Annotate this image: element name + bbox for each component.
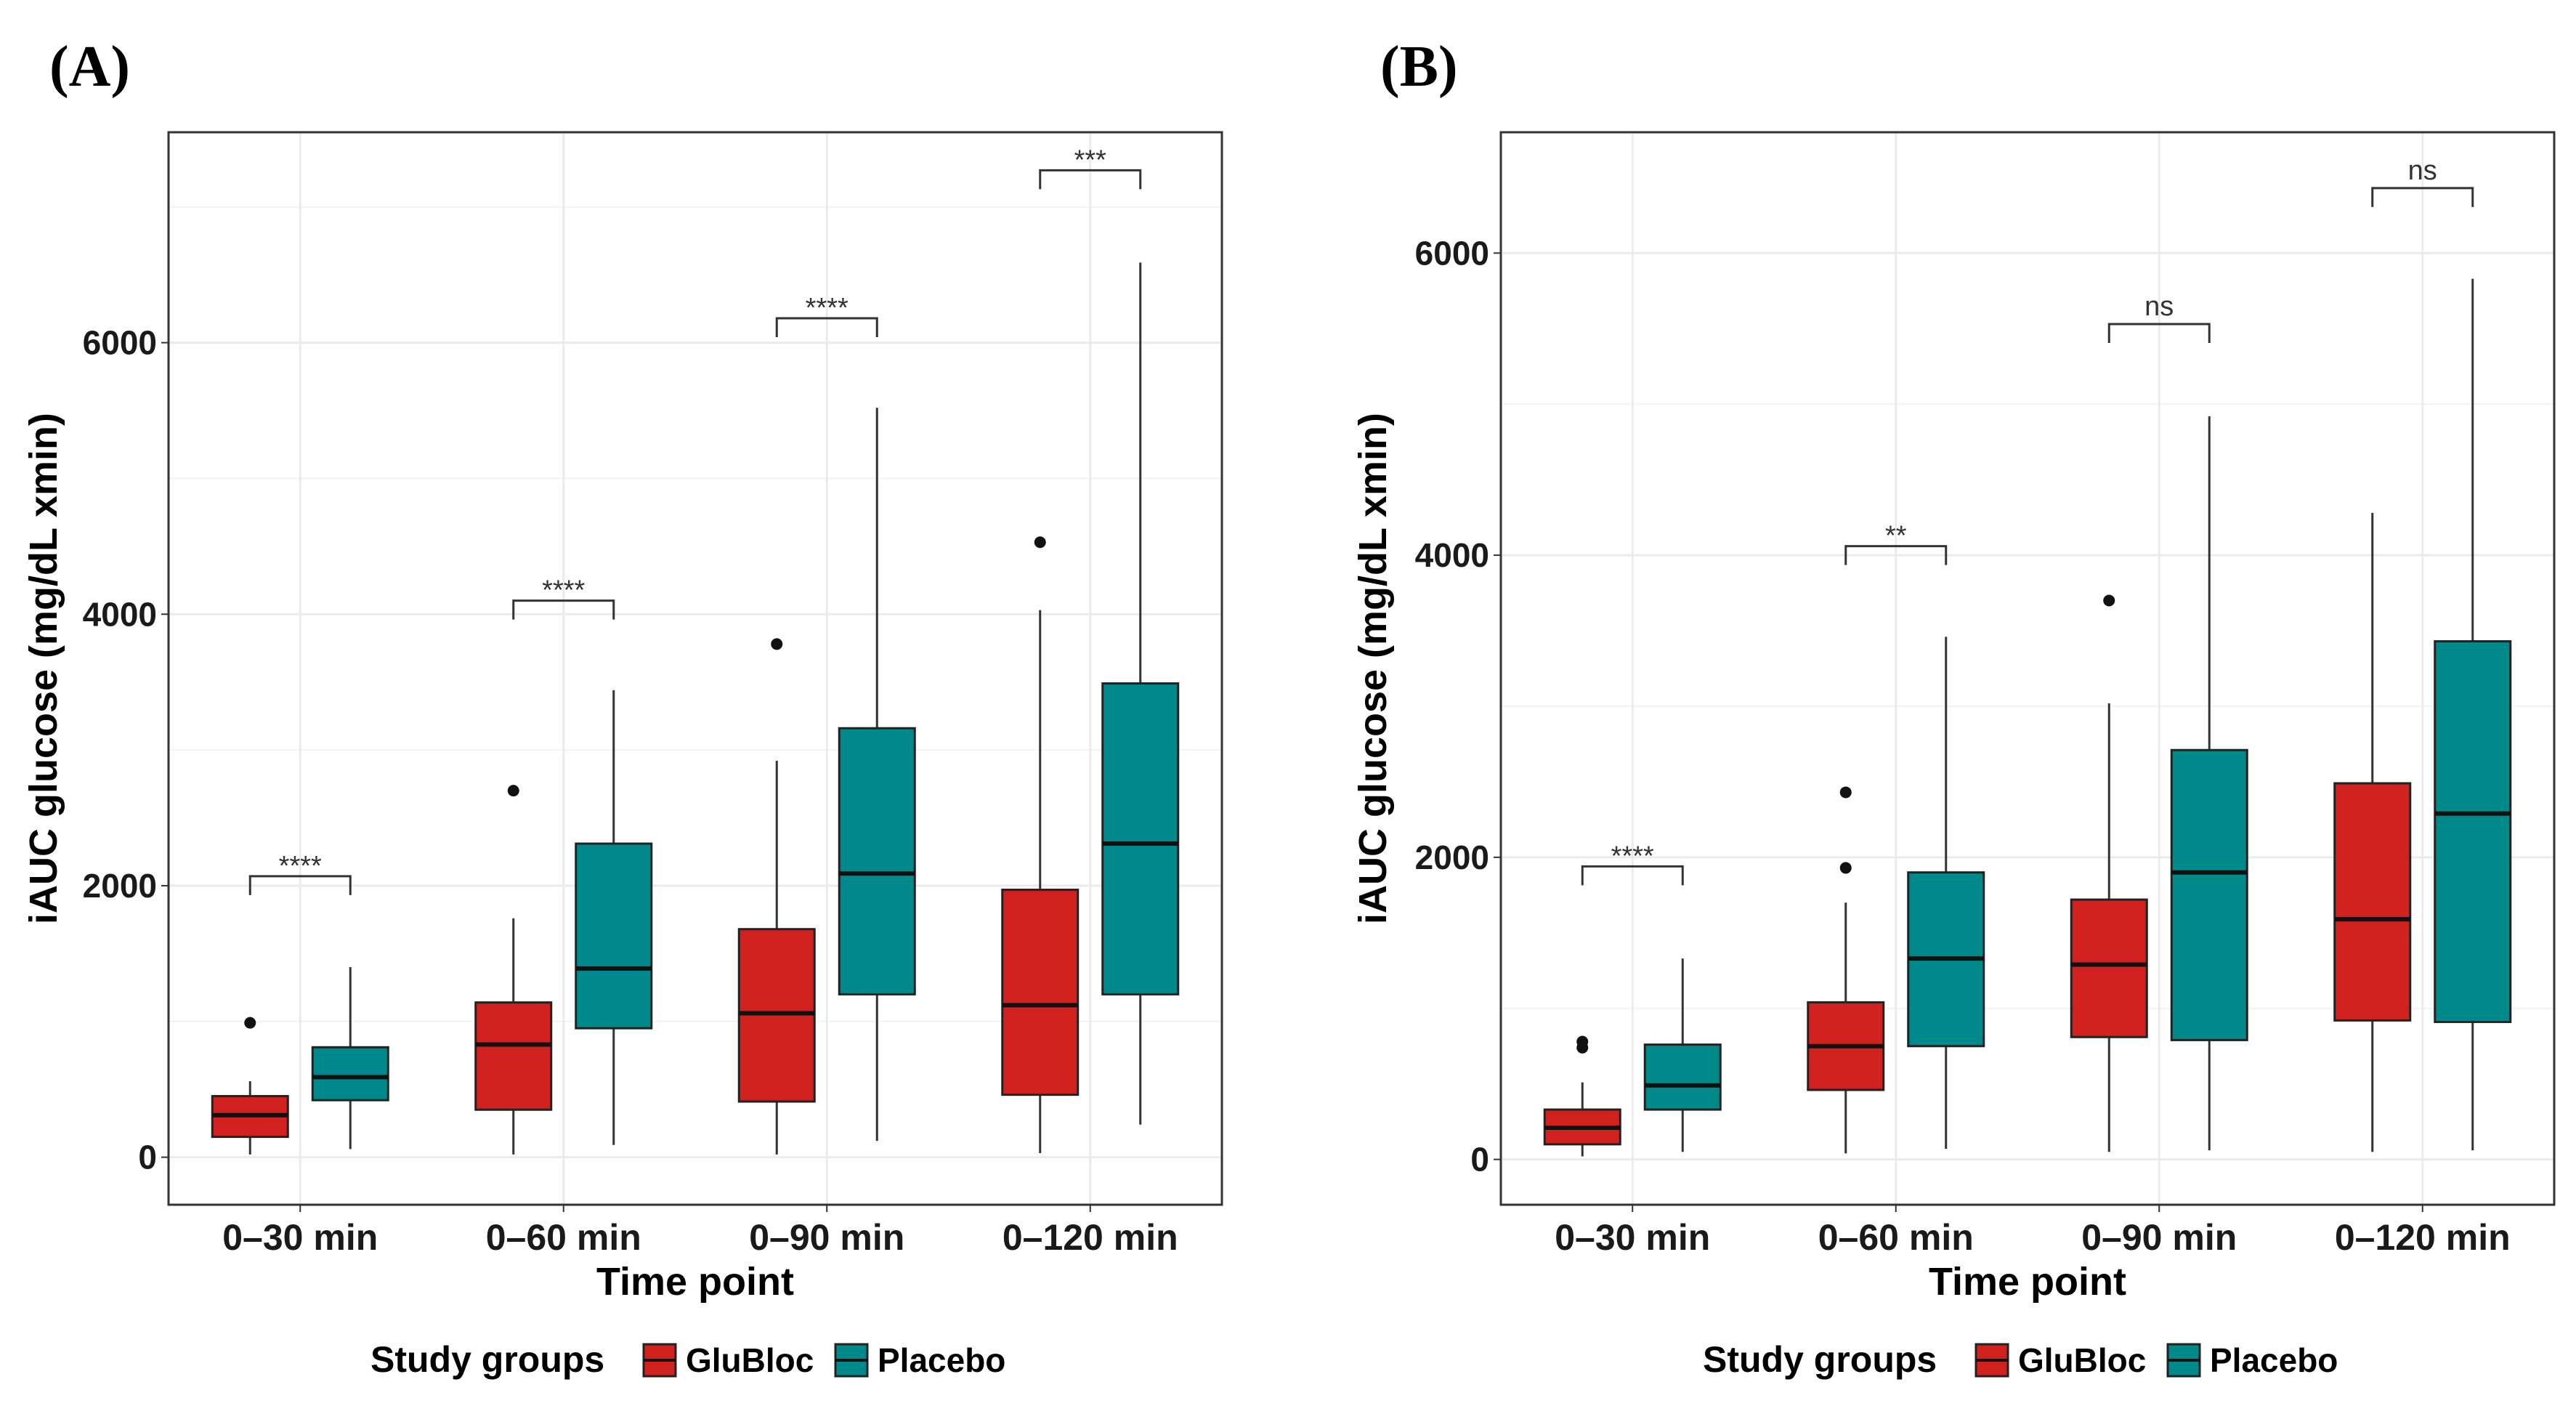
significance-bracket-3: ns [2107, 291, 2211, 344]
outlier-point [771, 638, 783, 650]
outlier-point [2103, 594, 2115, 607]
box-iqr [1101, 682, 1180, 995]
box-iqr [838, 727, 916, 995]
box-iqr [2170, 748, 2248, 1041]
significance-bracket-2: ** [1844, 521, 1948, 565]
boxplot-placebo-4 [2434, 278, 2512, 1151]
outlier-point [507, 785, 519, 797]
boxplot-placebo-1 [1643, 958, 1722, 1152]
legend-title: Study groups [370, 1339, 604, 1380]
significance-bracket-4: ns [2371, 155, 2474, 207]
x-tick-label: 0–60 min [1818, 1217, 1974, 1258]
significance-label: **** [279, 851, 322, 881]
y-tick-label: 2000 [1415, 839, 1489, 876]
x-tick-label: 0–30 min [222, 1217, 378, 1258]
y-tick-label: 4000 [83, 595, 157, 633]
x-tick-label: 0–60 min [486, 1217, 641, 1258]
boxplot-glubloc-3 [2070, 594, 2148, 1152]
outlier-point [1576, 1035, 1589, 1048]
boxplot-glubloc-1 [1543, 1035, 1621, 1157]
boxplot-placebo-2 [1907, 637, 1985, 1150]
boxplot-placebo-3 [2170, 416, 2248, 1151]
significance-label: ** [1885, 521, 1907, 552]
boxplot-glubloc-2 [474, 785, 553, 1155]
significance-bracket-2: **** [512, 575, 615, 620]
y-tick-label: 4000 [1415, 536, 1489, 574]
significance-bracket-1: **** [1581, 841, 1684, 886]
significance-label: *** [1074, 145, 1107, 175]
significance-label: ns [2408, 155, 2437, 186]
y-tick-label: 2000 [83, 867, 157, 905]
box-iqr [1643, 1043, 1722, 1111]
bracket-line [1039, 169, 1142, 190]
boxplot-glubloc-1 [211, 1017, 289, 1155]
panel-label: (B) [1380, 35, 1458, 99]
x-tick-label: 0–90 min [749, 1217, 904, 1258]
legend: Study groups GluBloc Placebo [370, 1339, 1005, 1380]
x-axis-title: Time point [1929, 1260, 2126, 1304]
bracket-line [775, 317, 878, 337]
boxplot-glubloc-4 [2333, 512, 2412, 1152]
significance-label: **** [1611, 841, 1654, 871]
panel-label: (A) [49, 35, 130, 99]
plot-border [167, 131, 1223, 1206]
box-iqr [474, 1001, 553, 1111]
significance-bracket-1: **** [248, 851, 352, 895]
legend-label-glubloc: GluBloc [686, 1341, 814, 1379]
x-tick-label: 0–90 min [2081, 1217, 2237, 1258]
y-tick-label: 0 [1470, 1141, 1489, 1179]
significance-label: ns [2144, 291, 2174, 322]
bracket-line [2107, 323, 2211, 344]
box-iqr [1001, 889, 1080, 1096]
legend-label-placebo: Placebo [2210, 1341, 2338, 1379]
bracket-line [2371, 187, 2474, 207]
boxplot-placebo-1 [311, 967, 389, 1150]
legend-title: Study groups [1703, 1339, 1937, 1380]
significance-label: **** [806, 293, 848, 323]
box-iqr [311, 1046, 389, 1102]
legend-label-placebo: Placebo [878, 1341, 1005, 1379]
boxplot-glubloc-3 [737, 638, 816, 1155]
box-iqr [575, 842, 653, 1030]
y-axis-title: iAUC glucose (mg/dL xmin) [1351, 413, 1395, 924]
legend: Study groups GluBloc Placebo [1703, 1339, 2338, 1380]
outlier-point [1839, 862, 1852, 874]
plot-border [1499, 131, 2556, 1206]
boxplot-placebo-2 [575, 690, 653, 1145]
y-tick-label: 0 [138, 1139, 157, 1176]
x-tick-label: 0–120 min [1003, 1217, 1178, 1258]
outlier-point [1034, 536, 1046, 549]
legend-label-glubloc: GluBloc [2018, 1341, 2146, 1379]
y-tick-label: 6000 [1415, 234, 1489, 272]
box-iqr [2070, 898, 2148, 1038]
box-iqr [2434, 640, 2512, 1023]
bracket-line [512, 599, 615, 620]
significance-label: **** [542, 575, 585, 606]
significance-bracket-4: *** [1039, 145, 1142, 190]
outlier-point [244, 1017, 256, 1029]
x-tick-label: 0–30 min [1555, 1217, 1710, 1258]
y-tick-label: 6000 [83, 324, 157, 362]
boxplot-glubloc-2 [1807, 786, 1885, 1154]
bracket-line [248, 875, 352, 895]
boxplot-placebo-3 [838, 408, 916, 1142]
x-axis-title: Time point [596, 1260, 794, 1304]
box-iqr [2333, 782, 2412, 1022]
boxplot-placebo-4 [1101, 262, 1180, 1125]
outlier-point [1839, 786, 1852, 799]
bracket-line [1844, 545, 1948, 565]
boxplot-glubloc-4 [1001, 536, 1080, 1154]
x-tick-label: 0–120 min [2335, 1217, 2511, 1258]
y-axis-title: iAUC glucose (mg/dL xmin) [22, 413, 65, 924]
significance-bracket-3: **** [775, 293, 878, 337]
plot-background [1501, 132, 2554, 1205]
bracket-line [1581, 865, 1684, 886]
